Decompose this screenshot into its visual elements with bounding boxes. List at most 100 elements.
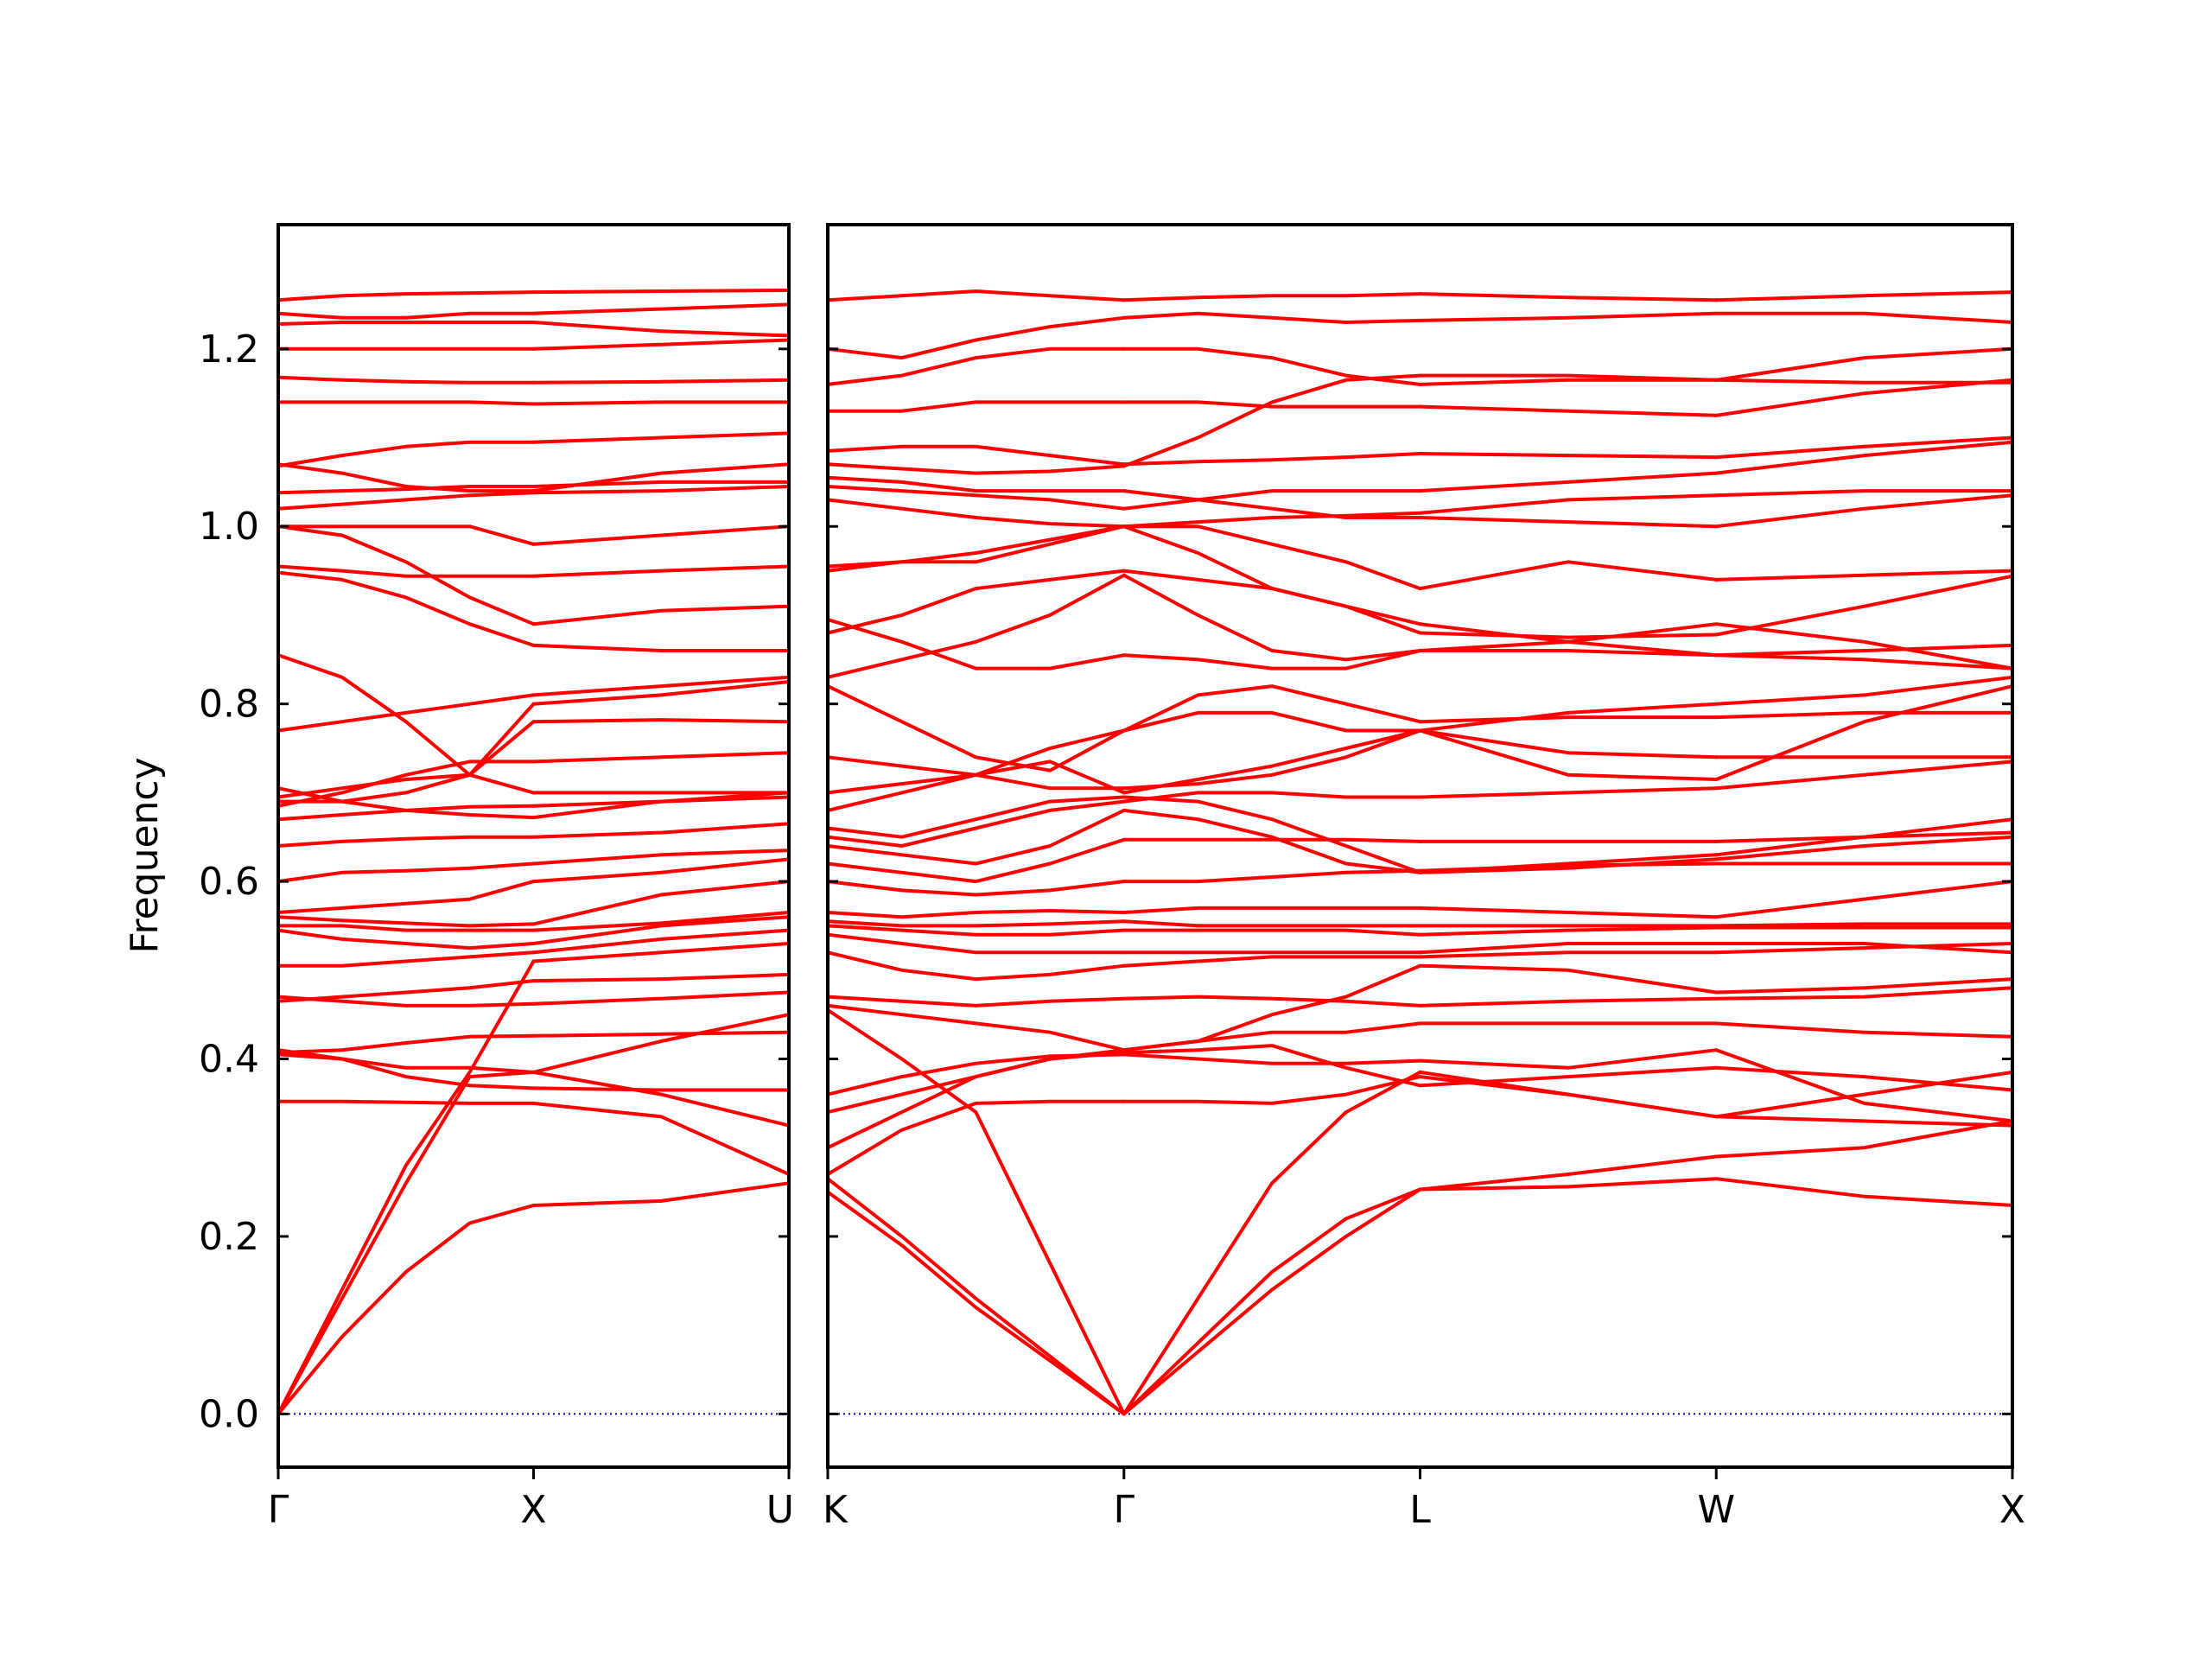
band-line — [1122, 837, 1422, 843]
band-line — [1714, 440, 2014, 475]
band-line — [1714, 710, 2014, 720]
panel-left: 0.0 0.2 0.4 0.6 0.8 1.0 1.2 Γ X U — [199, 223, 794, 1532]
y-tick-label: 0.0 — [199, 1392, 259, 1436]
band-line — [1714, 1065, 2014, 1092]
band-line — [1714, 653, 2014, 671]
segment-K-Γ — [826, 289, 1126, 1416]
band-line — [1714, 760, 2014, 791]
band-line — [531, 400, 791, 406]
band-line — [276, 485, 536, 495]
y-tick-label: 0.4 — [199, 1038, 259, 1082]
band-line — [276, 786, 536, 820]
band-line — [276, 440, 536, 468]
band-line — [1418, 622, 1719, 652]
band-line — [826, 475, 1126, 493]
band-line — [1122, 1070, 1422, 1416]
band-line — [826, 569, 1126, 635]
band-line — [1714, 378, 2014, 385]
band-line — [276, 880, 536, 914]
band-line — [826, 444, 1126, 467]
band-line — [1418, 702, 1719, 733]
band-line — [1714, 817, 2014, 857]
band-line — [1122, 795, 1422, 874]
band-line — [276, 1070, 536, 1416]
band-line — [276, 924, 536, 932]
band-line — [531, 915, 791, 945]
band-line — [1418, 715, 1719, 724]
band-line — [1714, 489, 2014, 498]
x-tick-label: Γ — [268, 1488, 289, 1532]
band-line — [1714, 922, 2014, 928]
band-line — [1714, 986, 2014, 1001]
band-line — [531, 338, 791, 351]
band-line — [276, 693, 536, 733]
band-line — [531, 524, 791, 546]
band-line — [531, 680, 791, 706]
band-line — [531, 675, 791, 697]
band-line — [276, 491, 536, 511]
band-line — [826, 808, 1126, 866]
band-line — [531, 462, 791, 493]
band-line — [1714, 942, 2014, 955]
band-line — [276, 928, 536, 950]
y-tick-label: 0.8 — [199, 683, 259, 727]
x-tick-label: X — [520, 1488, 546, 1532]
band-line — [531, 378, 791, 385]
band-line — [1122, 346, 1422, 386]
band-line — [1122, 489, 1422, 519]
band-line — [531, 1030, 791, 1038]
band-line — [531, 822, 791, 839]
band-line — [826, 932, 1126, 955]
band-line — [1418, 857, 1719, 874]
band-line — [1418, 906, 1719, 919]
band-line — [1122, 524, 1422, 635]
plot-frame — [826, 223, 2014, 1469]
band-line — [276, 524, 536, 546]
band-line — [826, 909, 1126, 919]
band-line — [1714, 569, 2014, 582]
band-line — [1714, 290, 2014, 302]
band-line — [1714, 977, 2014, 995]
segment-Γ-X — [276, 290, 536, 1416]
y-tick-label: 0.2 — [199, 1215, 259, 1259]
band-line — [531, 791, 791, 820]
band-line — [1122, 511, 1422, 529]
band-line — [531, 972, 791, 983]
band-line — [1122, 311, 1422, 324]
band-line — [1714, 378, 2014, 417]
band-line — [276, 861, 536, 884]
band-line — [531, 643, 791, 652]
band-line — [1122, 400, 1422, 409]
x-tick-label: Γ — [1113, 1488, 1135, 1532]
x-tick-label: L — [1409, 1488, 1431, 1532]
band-line — [826, 315, 1126, 360]
band-line — [1122, 919, 1422, 928]
band-line — [276, 915, 536, 928]
band-line — [1714, 622, 2014, 671]
band-line — [531, 849, 791, 866]
band-line — [1418, 292, 1719, 302]
band-line — [531, 1181, 791, 1207]
band-line — [1122, 649, 1422, 671]
band-line — [531, 564, 791, 578]
band-line — [1714, 435, 2014, 460]
band-line — [826, 524, 1126, 569]
band-line — [531, 718, 791, 724]
x-tick-label: X — [1999, 1488, 2025, 1532]
band-line — [1418, 728, 1719, 781]
band-line — [1714, 1119, 2014, 1159]
band-line — [1122, 489, 1422, 511]
band-line — [531, 604, 791, 626]
band-line — [1418, 1065, 1719, 1088]
band-line — [1418, 493, 1719, 515]
band-line — [1714, 311, 2014, 324]
band-line — [531, 1086, 791, 1092]
band-line — [826, 1003, 1126, 1052]
band-line — [276, 290, 536, 302]
band-line — [826, 995, 1126, 1007]
band-line — [826, 618, 1126, 671]
band-line — [1714, 1021, 2014, 1039]
band-line — [1418, 1177, 1719, 1192]
